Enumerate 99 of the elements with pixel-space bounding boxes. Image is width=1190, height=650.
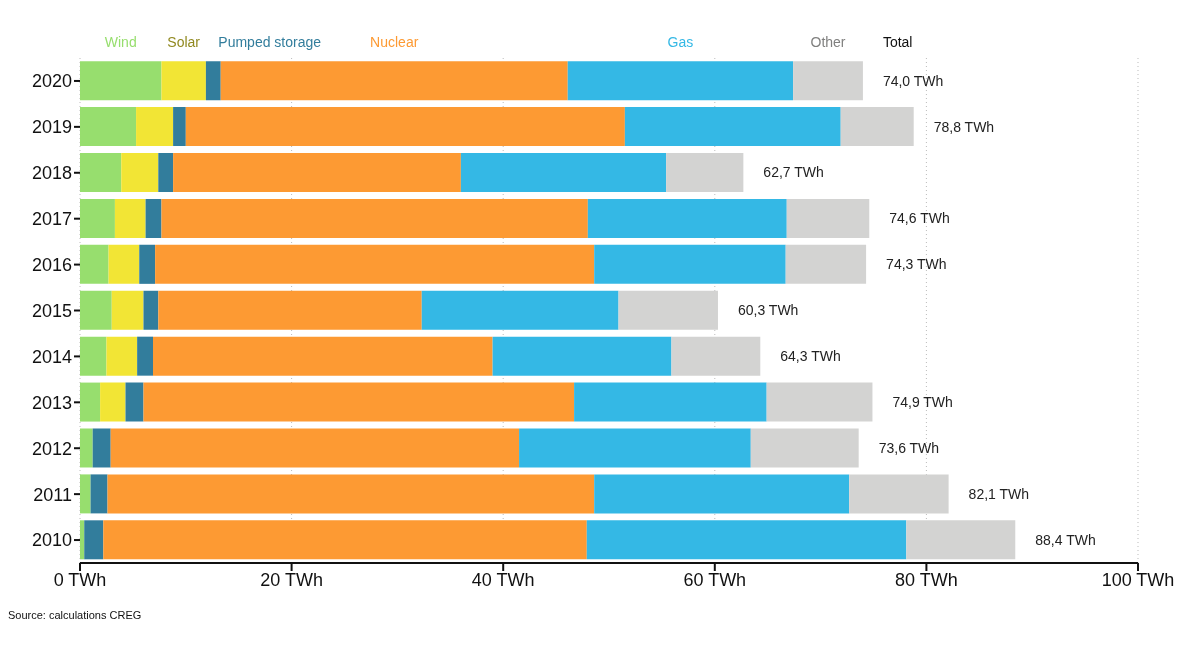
y-tick-label: 2012 [31,438,72,459]
bar [80,474,91,514]
bar [80,198,115,238]
bar [80,153,122,193]
total-label: 74,9 TWh [892,393,953,410]
total-label: 60,3 TWh [737,302,799,319]
y-tick-label: 2019 [31,117,72,138]
series-label: Solar [167,34,201,50]
bar [671,336,761,376]
total-label: 74,3 TWh [886,256,947,273]
series-label: Nuclear [370,34,419,50]
bar [519,428,751,468]
bar [80,107,137,147]
y-tick-label: 2013 [31,392,72,413]
bar [84,520,104,560]
series-label: Gas [667,34,694,50]
bar [750,428,859,468]
bar [153,336,493,376]
bar [136,107,174,147]
bar [145,198,162,238]
bar [205,61,221,101]
bar [906,520,1016,560]
bar [161,198,588,238]
bar [80,61,162,101]
bar [492,336,672,376]
bar [107,474,595,514]
series-label: Wind [104,34,137,50]
y-tick-label: 2016 [31,254,72,275]
y-tick-label: 2010 [31,530,72,551]
bar [90,474,108,514]
y-tick-label: 2015 [31,300,72,321]
bar [80,520,85,560]
bar [155,244,595,284]
bar [143,290,159,330]
series-label: Other [810,34,846,50]
series-label: Pumped storage [218,34,322,50]
bar [185,107,625,147]
total-label: 82,1 TWh [968,485,1030,502]
bar [80,336,107,376]
bar [587,198,787,238]
bar [786,198,870,238]
bar [125,382,144,422]
bar [618,290,718,330]
text: Total [882,34,913,50]
bar [106,336,138,376]
bar [110,428,520,468]
bar [594,244,786,284]
bar [849,474,949,514]
x-tick-label: 60 TWh [683,569,747,590]
bar [111,290,144,330]
x-tick-label: 80 TWh [895,569,958,590]
y-tick-label: 2018 [31,163,72,184]
bar [161,61,206,101]
x-tick-label: 0 TWh [53,569,107,590]
total-label: 78,8 TWh [933,118,995,135]
y-tick-label: 2014 [31,346,72,367]
bar [80,290,112,330]
bar [173,153,461,193]
bar [840,107,914,147]
bar [92,428,111,468]
x-tick-label: 100 TWh [1101,569,1175,590]
bar [793,61,863,101]
y-tick-label: 2017 [31,209,72,230]
bar [121,153,159,193]
bar [80,382,101,422]
bar [421,290,619,330]
bar [766,382,873,422]
y-tick-label: 2011 [33,484,72,505]
bar [108,244,140,284]
bar [666,153,744,193]
total-label: 74,6 TWh [889,210,950,227]
bar [143,382,575,422]
bar [139,244,156,284]
total-label: 64,3 TWh [780,348,841,365]
bar [785,244,867,284]
bar [100,382,126,422]
bar [220,61,568,101]
bar [460,153,667,193]
source-note: Source: calculations CREG [8,609,143,621]
bar [103,520,587,560]
x-tick-label: 20 TWh [260,569,323,590]
bar [158,153,174,193]
total-label: 62,7 TWh [763,164,824,181]
total-label: 73,6 TWh [878,439,940,456]
bar [137,336,153,376]
total-label: 88,4 TWh [1035,531,1096,548]
bar [173,107,186,147]
bar [574,382,767,422]
y-tick-label: 2020 [31,71,72,92]
bar [586,520,907,560]
x-tick-label: 40 TWh [471,569,535,590]
bar [80,244,109,284]
total-label: 74,0 TWh [882,72,944,89]
bar [158,290,422,330]
bar [624,107,841,147]
bar [594,474,850,514]
bar [114,198,146,238]
bar [80,428,93,468]
bar [567,61,794,101]
